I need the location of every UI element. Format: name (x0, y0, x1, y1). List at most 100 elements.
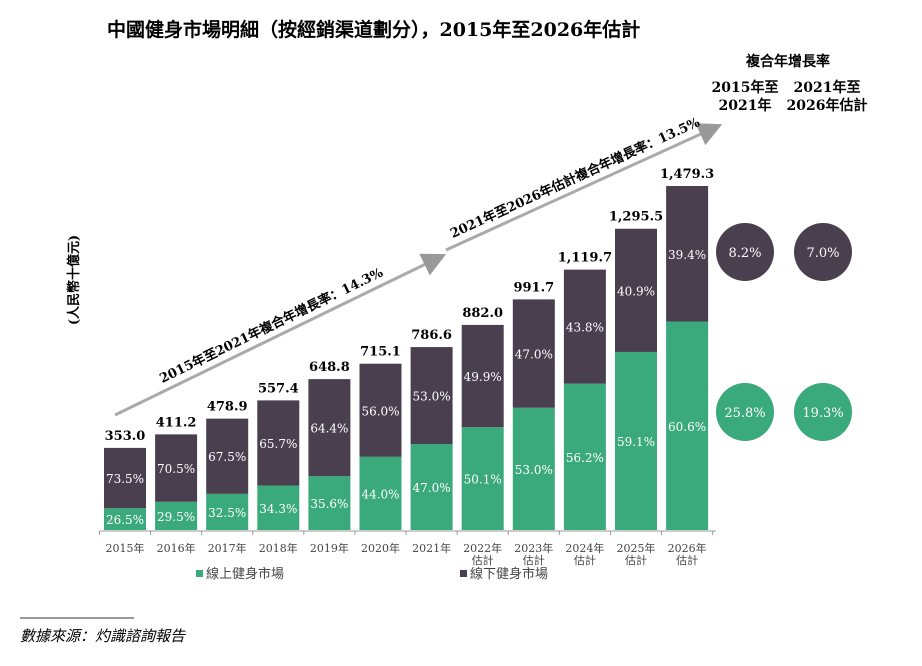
bar-offline (308, 379, 351, 477)
cagr-online-value: 25.8% (724, 406, 765, 421)
bar-online (206, 493, 249, 530)
total-label: 353.0 (105, 429, 146, 444)
bar-offline (155, 434, 198, 502)
cagr-2015-2021-label: 2015年至2021年複合年增長率：14.3% (157, 264, 386, 386)
bar-online (410, 444, 453, 530)
x-tick-label: 2025年 (617, 541, 656, 555)
bar-offline (104, 447, 146, 509)
bar-offline (666, 186, 709, 322)
x-tick-label: 2020年 (361, 541, 400, 555)
offline-share-label: 47.0% (515, 348, 553, 362)
bar-online (563, 383, 606, 530)
x-tick-label: 2021年 (412, 541, 451, 555)
total-label: 715.1 (360, 345, 401, 360)
x-tick-label: 估計 (472, 553, 494, 567)
cagr-column-header: 2021年至 (794, 79, 861, 96)
cagr-2015-2021-arrow (114, 253, 447, 417)
bar-online (461, 427, 504, 530)
online-share-label: 35.6% (310, 497, 348, 511)
x-tick-label: 2018年 (259, 541, 298, 555)
bar-online (257, 485, 300, 530)
bar-online (104, 508, 146, 530)
legend-label: 線上健身市場 (206, 566, 284, 582)
source-note: 數據來源：灼識諮詢報告 (20, 627, 186, 645)
bar-online (512, 407, 555, 530)
total-label: 411.2 (156, 415, 197, 430)
offline-share-label: 73.5% (106, 472, 144, 486)
cagr-offline-value: 8.2% (728, 246, 761, 261)
cagr-offline-circle (794, 223, 852, 281)
online-share-label: 50.1% (464, 473, 502, 487)
cagr-offline-circle (716, 223, 774, 281)
online-share-label: 47.0% (413, 481, 451, 495)
cagr-online-circle (716, 383, 774, 441)
cagr-column-header: 2021年 (719, 97, 772, 114)
total-label: 786.6 (411, 328, 452, 343)
online-share-label: 29.5% (157, 510, 195, 524)
offline-share-label: 67.5% (208, 450, 246, 464)
x-tick-label: 估計 (625, 553, 647, 567)
online-share-label: 44.0% (361, 487, 399, 501)
x-tick-label: 估計 (676, 553, 698, 567)
offline-share-label: 65.7% (259, 437, 297, 451)
total-label: 478.9 (207, 400, 248, 415)
offline-share-label: 40.9% (617, 284, 655, 298)
bar-offline (206, 418, 249, 494)
x-tick-label: 估計 (523, 553, 545, 567)
x-tick-label: 2016年 (157, 541, 196, 555)
x-tick-label: 2022年 (463, 541, 502, 555)
x-tick-label: 2019年 (310, 541, 349, 555)
bar-online (615, 351, 657, 530)
offline-share-label: 39.4% (668, 248, 706, 262)
bar-offline (461, 324, 504, 428)
total-label: 557.4 (258, 381, 299, 396)
cagr-column-header: 2026年估計 (787, 97, 868, 114)
online-share-label: 59.1% (617, 435, 655, 449)
x-tick-label: 2026年 (668, 541, 707, 555)
bar-online (308, 476, 351, 530)
offline-share-label: 53.0% (413, 390, 451, 404)
cagr-online-value: 19.3% (802, 406, 843, 421)
legend-swatch (196, 570, 203, 577)
chart-title: 中國健身市場明細（按經銷渠道劃分），2015年至2026年估計 (107, 18, 640, 41)
x-tick-label: 2023年 (514, 541, 553, 555)
x-tick-label: 2015年 (106, 541, 145, 555)
offline-share-label: 64.4% (310, 422, 348, 436)
cagr-header: 複合年增長率 (745, 53, 830, 70)
bar-offline (410, 347, 453, 445)
total-label: 991.7 (513, 280, 554, 295)
total-label: 648.8 (309, 360, 350, 375)
bar-online (359, 456, 402, 530)
y-axis-label: (人民幣十億元) (66, 235, 82, 325)
cagr-2021-2026-arrow (445, 123, 723, 252)
offline-share-label: 70.5% (157, 462, 195, 476)
bar-offline (359, 363, 402, 457)
legend-swatch (460, 570, 467, 577)
online-share-label: 53.0% (515, 463, 553, 477)
online-share-label: 32.5% (208, 506, 246, 520)
x-tick-label: 2024年 (565, 541, 604, 555)
bar-offline (257, 400, 300, 486)
bar-online (666, 321, 709, 530)
x-tick-label: 估計 (574, 553, 596, 567)
cagr-offline-value: 7.0% (806, 246, 839, 261)
online-share-label: 56.2% (566, 451, 604, 465)
offline-share-label: 56.0% (361, 404, 399, 418)
bar-online (155, 501, 198, 530)
online-share-label: 34.3% (259, 502, 297, 516)
online-share-label: 60.6% (668, 420, 706, 434)
total-label: 882.0 (462, 306, 503, 321)
bar-offline (512, 299, 555, 408)
bar-offline (615, 228, 657, 352)
cagr-online-circle (794, 383, 852, 441)
total-label: 1,295.5 (609, 210, 663, 225)
bar-offline (563, 269, 606, 384)
total-label: 1,119.7 (558, 251, 612, 266)
x-tick-label: 2017年 (208, 541, 247, 555)
offline-share-label: 49.9% (464, 370, 502, 384)
online-share-label: 26.5% (106, 513, 144, 527)
legend-label: 線下健身市場 (470, 566, 548, 582)
cagr-column-header: 2015年至 (712, 79, 779, 96)
offline-share-label: 43.8% (566, 321, 604, 335)
